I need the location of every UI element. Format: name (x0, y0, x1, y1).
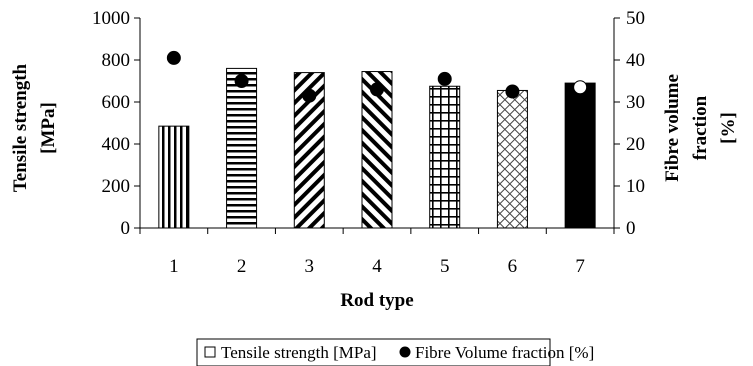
bar-rod-5 (429, 85, 461, 229)
y-tick-label: 200 (102, 176, 131, 197)
x-tick-label: 2 (237, 256, 247, 277)
y2-tick-label: 10 (626, 176, 645, 197)
legend-label-tensile: Tensile strength [MPa] (221, 343, 377, 362)
bar-rod-2 (226, 67, 258, 229)
bars-layer (158, 67, 596, 229)
axes-layer: 0 200 400 600 800 1000 0 10 20 30 40 50 1 2 3 4 5 6 7 (92, 8, 645, 277)
x-tick-label: 4 (372, 256, 382, 277)
bar-rod-4 (361, 71, 393, 229)
bar-rod-6 (496, 89, 528, 229)
legend-box (196, 338, 551, 366)
legend-label-fibre: Fibre Volume fraction [%] (415, 343, 594, 362)
x-tick-label: 5 (440, 256, 450, 277)
x-tick-label: 7 (575, 256, 585, 277)
y2-tick-label: 40 (626, 50, 645, 71)
y-tick-label: 800 (102, 50, 131, 71)
y2-tick-label: 30 (626, 92, 645, 113)
y2-tick-label: 0 (626, 218, 636, 239)
marker-rod-7 (573, 80, 588, 95)
marker-rod-2 (234, 74, 249, 88)
y-tick-label: 0 (121, 218, 131, 239)
legend-marker-swatch (399, 346, 411, 358)
y-axis-title: Tensile strength [MPa] (10, 63, 59, 192)
marker-rod-4 (370, 82, 384, 97)
y2-tick-label: 20 (626, 134, 645, 155)
y-tick-label: 1000 (92, 8, 130, 29)
x-axis-title: Rod type (340, 290, 413, 311)
marker-rod-6 (505, 84, 520, 99)
x-tick-label: 3 (305, 256, 315, 277)
marker-rod-1 (166, 50, 181, 65)
y2-axis-title: Fibre volume fraction [%] (662, 74, 739, 182)
x-tick-label: 6 (508, 256, 518, 277)
x-tick-label: 1 (169, 256, 179, 277)
y2-tick-label: 50 (626, 8, 645, 29)
bar-rod-1 (158, 125, 190, 229)
markers-layer (166, 50, 588, 103)
legend: Tensile strength [MPa] Fibre Volume frac… (196, 338, 594, 366)
marker-rod-5 (437, 71, 452, 86)
marker-rod-3 (302, 88, 317, 103)
y-tick-label: 400 (102, 134, 131, 155)
legend-bar-swatch (204, 346, 216, 358)
y-tick-label: 600 (102, 92, 131, 113)
bar-rod-7 (564, 82, 596, 229)
